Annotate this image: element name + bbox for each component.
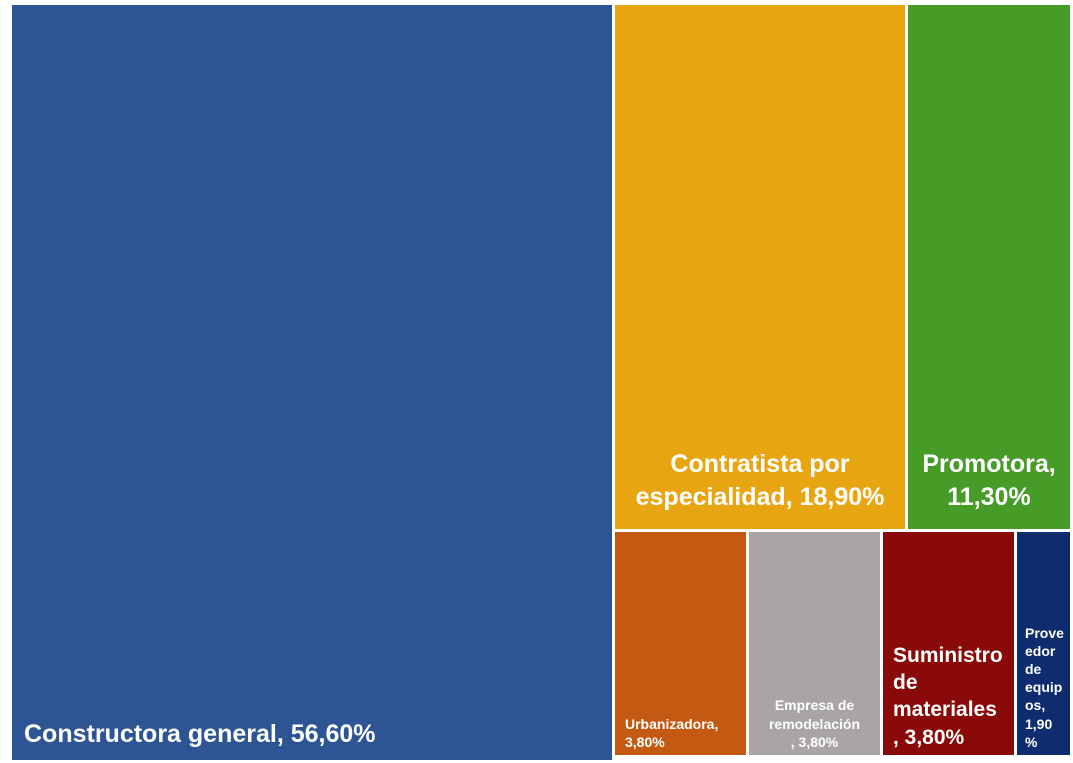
treemap-label-proveedor-de-equipos: Prove edor de equip os, 1,90 % (1025, 624, 1064, 750)
treemap-tile-proveedor-de-equipos: Prove edor de equip os, 1,90 % (1017, 532, 1073, 758)
treemap-tile-contratista-por-especialidad: Contratista por especialidad, 18,90% (615, 5, 908, 532)
treemap-tile-promotora: Promotora, 11,30% (908, 5, 1073, 532)
treemap-tile-urbanizadora: Urbanizadora, 3,80% (615, 532, 749, 758)
treemap-label-suministro-de-materiales: Suministro de materiales , 3,80% (893, 643, 1003, 749)
treemap-tile-suministro-de-materiales: Suministro de materiales , 3,80% (883, 532, 1017, 758)
treemap-label-promotora: Promotora, 11,30% (922, 450, 1056, 511)
treemap-tile-constructora-general: Constructora general, 56,60% (12, 5, 615, 763)
treemap-label-constructora-general: Constructora general, 56,60% (24, 719, 376, 748)
treemap-label-urbanizadora: Urbanizadora, 3,80% (625, 715, 719, 750)
treemap-label-contratista-por-especialidad: Contratista por especialidad, 18,90% (635, 450, 885, 511)
treemap-label-empresa-de-remodelacion: Empresa de remodelación , 3,80% (768, 697, 861, 750)
treemap-tile-empresa-de-remodelacion: Empresa de remodelación , 3,80% (749, 532, 883, 758)
